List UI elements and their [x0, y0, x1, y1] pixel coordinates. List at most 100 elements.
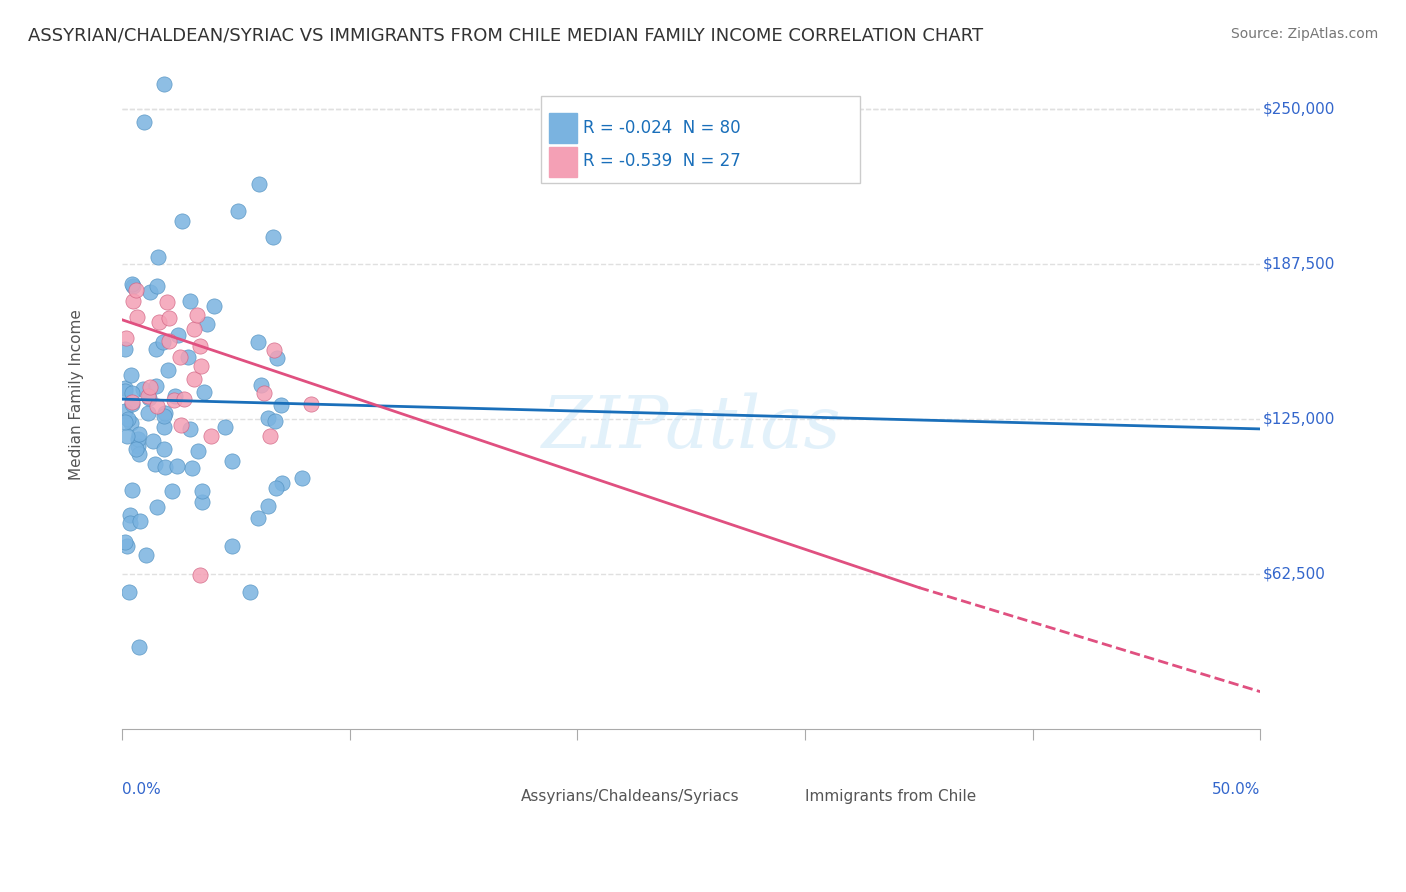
Point — [146, 500, 169, 514]
Point — [125, 442, 148, 457]
Point — [157, 311, 180, 326]
Point — [247, 177, 270, 191]
Point — [157, 334, 180, 348]
Point — [114, 535, 136, 549]
Point — [160, 484, 183, 499]
Point — [153, 420, 176, 434]
Text: $62,500: $62,500 — [1263, 566, 1326, 582]
Point — [299, 397, 322, 411]
Point — [136, 389, 159, 403]
Point — [173, 392, 195, 407]
Point — [264, 414, 287, 428]
Point — [127, 439, 149, 453]
Text: ASSYRIAN/CHALDEAN/SYRIAC VS IMMIGRANTS FROM CHILE MEDIAN FAMILY INCOME CORRELATI: ASSYRIAN/CHALDEAN/SYRIAC VS IMMIGRANTS F… — [28, 27, 983, 45]
Point — [114, 331, 136, 345]
Point — [120, 416, 142, 430]
Point — [156, 363, 179, 377]
Text: $125,000: $125,000 — [1263, 411, 1334, 426]
Text: 50.0%: 50.0% — [1212, 782, 1260, 797]
Point — [179, 422, 201, 436]
Point — [170, 417, 193, 432]
Point — [191, 484, 214, 499]
Point — [145, 378, 167, 392]
FancyBboxPatch shape — [541, 96, 859, 184]
Point — [186, 308, 208, 322]
Point — [114, 415, 136, 429]
FancyBboxPatch shape — [548, 113, 578, 144]
Point — [118, 508, 141, 523]
Point — [136, 406, 159, 420]
Point — [114, 381, 136, 395]
Point — [125, 310, 148, 324]
Point — [128, 447, 150, 461]
Point — [148, 315, 170, 329]
Point — [172, 213, 194, 227]
Point — [120, 368, 142, 382]
Point — [125, 283, 148, 297]
Point — [221, 454, 243, 468]
Point — [129, 514, 152, 528]
Text: $250,000: $250,000 — [1263, 102, 1334, 117]
Point — [169, 350, 191, 364]
Point — [183, 322, 205, 336]
Point — [167, 327, 190, 342]
Point — [132, 114, 155, 128]
Point — [188, 339, 211, 353]
Point — [239, 585, 262, 599]
Text: Median Family Income: Median Family Income — [69, 309, 84, 480]
Point — [121, 277, 143, 291]
Point — [257, 500, 280, 514]
Point — [262, 230, 284, 244]
Point — [118, 516, 141, 531]
Point — [181, 460, 204, 475]
Point — [152, 334, 174, 349]
Point — [142, 434, 165, 448]
Point — [250, 378, 273, 392]
Point — [139, 285, 162, 300]
Text: $187,500: $187,500 — [1263, 257, 1334, 271]
Point — [177, 350, 200, 364]
Point — [153, 460, 176, 475]
Point — [121, 397, 143, 411]
Point — [121, 294, 143, 309]
Point — [132, 382, 155, 396]
Point — [128, 426, 150, 441]
Point — [264, 481, 287, 495]
Point — [266, 351, 288, 366]
Point — [246, 511, 269, 525]
Point — [121, 386, 143, 401]
Point — [193, 384, 215, 399]
FancyBboxPatch shape — [548, 146, 578, 177]
Point — [155, 295, 177, 310]
Point — [221, 539, 243, 553]
Point — [128, 640, 150, 654]
Text: Immigrants from Chile: Immigrants from Chile — [806, 789, 976, 804]
Point — [153, 78, 176, 92]
Point — [163, 389, 186, 403]
Text: Source: ZipAtlas.com: Source: ZipAtlas.com — [1230, 27, 1378, 41]
Point — [138, 391, 160, 405]
Point — [152, 442, 174, 456]
Point — [114, 403, 136, 417]
Point — [121, 395, 143, 409]
Text: Assyrians/Chaldeans/Syriacs: Assyrians/Chaldeans/Syriacs — [520, 789, 740, 804]
Point — [121, 483, 143, 497]
Text: R = -0.539  N = 27: R = -0.539 N = 27 — [583, 153, 741, 170]
Point — [122, 279, 145, 293]
Point — [152, 409, 174, 423]
Text: 0.0%: 0.0% — [122, 782, 162, 797]
Point — [246, 334, 269, 349]
Point — [228, 204, 250, 219]
Point — [143, 457, 166, 471]
Point — [188, 568, 211, 582]
Point — [291, 470, 314, 484]
Point — [155, 406, 177, 420]
Point — [115, 539, 138, 553]
Point — [186, 444, 208, 458]
Point — [166, 458, 188, 473]
Point — [270, 476, 292, 491]
Point — [270, 398, 292, 412]
Point — [183, 372, 205, 386]
Point — [115, 429, 138, 443]
Text: ZIPatlas: ZIPatlas — [541, 392, 841, 463]
